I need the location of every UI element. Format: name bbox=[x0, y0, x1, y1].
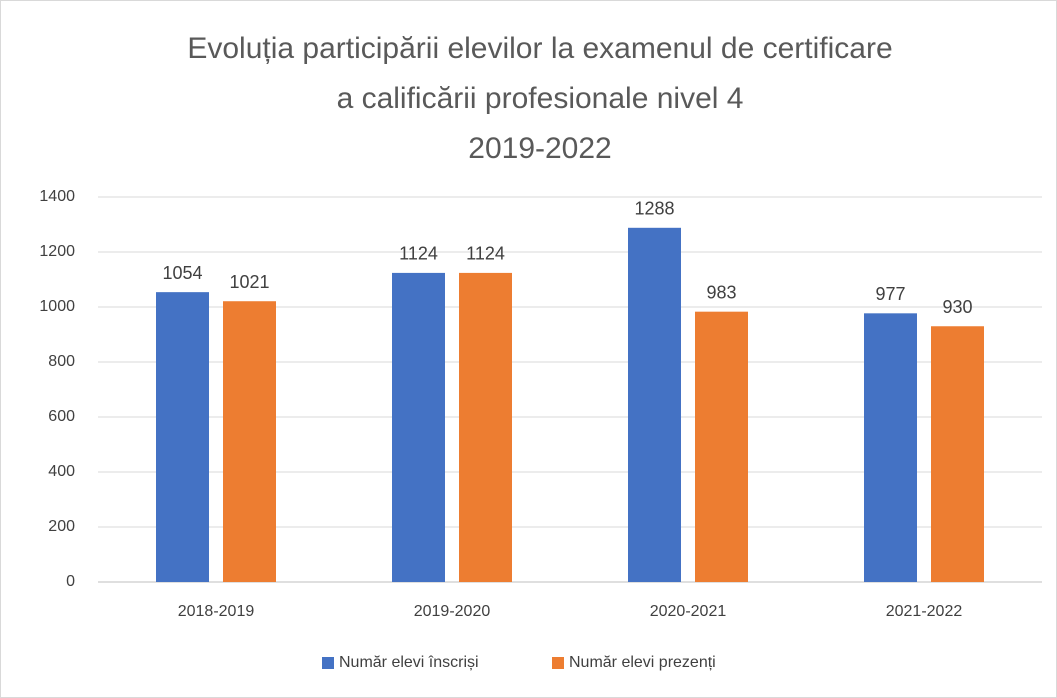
value-label: 1288 bbox=[634, 199, 674, 219]
value-label: 1124 bbox=[399, 244, 438, 264]
x-tick-label: 2021-2022 bbox=[886, 603, 963, 620]
value-label: 977 bbox=[875, 284, 905, 304]
value-label: 1021 bbox=[229, 272, 269, 292]
value-label: 1054 bbox=[162, 263, 202, 283]
y-tick-label: 1000 bbox=[39, 298, 75, 315]
y-tick-label: 600 bbox=[48, 408, 75, 425]
legend-swatch bbox=[552, 657, 564, 669]
y-tick-label: 0 bbox=[66, 573, 75, 590]
bar bbox=[695, 311, 748, 582]
bar bbox=[156, 292, 209, 582]
bar bbox=[628, 227, 681, 583]
y-tick-label: 800 bbox=[48, 353, 75, 370]
bar bbox=[459, 272, 512, 582]
value-label: 930 bbox=[942, 297, 972, 317]
value-label: 983 bbox=[706, 282, 736, 302]
legend-swatch bbox=[322, 657, 334, 669]
bar bbox=[392, 272, 445, 582]
y-tick-label: 400 bbox=[48, 463, 75, 480]
chart-title: a calificării profesionale nivel 4 bbox=[337, 82, 744, 115]
value-label: 1124 bbox=[466, 244, 505, 264]
bar bbox=[223, 301, 276, 582]
x-tick-label: 2019-2020 bbox=[414, 603, 491, 620]
x-tick-label: 2020-2021 bbox=[650, 603, 727, 620]
chart-title: Evoluția participării elevilor la examen… bbox=[187, 32, 892, 65]
y-tick-label: 1400 bbox=[39, 188, 75, 205]
chart-title: 2019-2022 bbox=[468, 132, 611, 165]
legend-label: Număr elevi prezenți bbox=[569, 654, 716, 671]
y-tick-label: 200 bbox=[48, 518, 75, 535]
y-tick-label: 1200 bbox=[39, 243, 75, 260]
legend-label: Număr elevi înscriși bbox=[339, 654, 479, 671]
bar bbox=[931, 326, 984, 582]
bar bbox=[864, 313, 917, 582]
x-tick-label: 2018-2019 bbox=[178, 603, 255, 620]
